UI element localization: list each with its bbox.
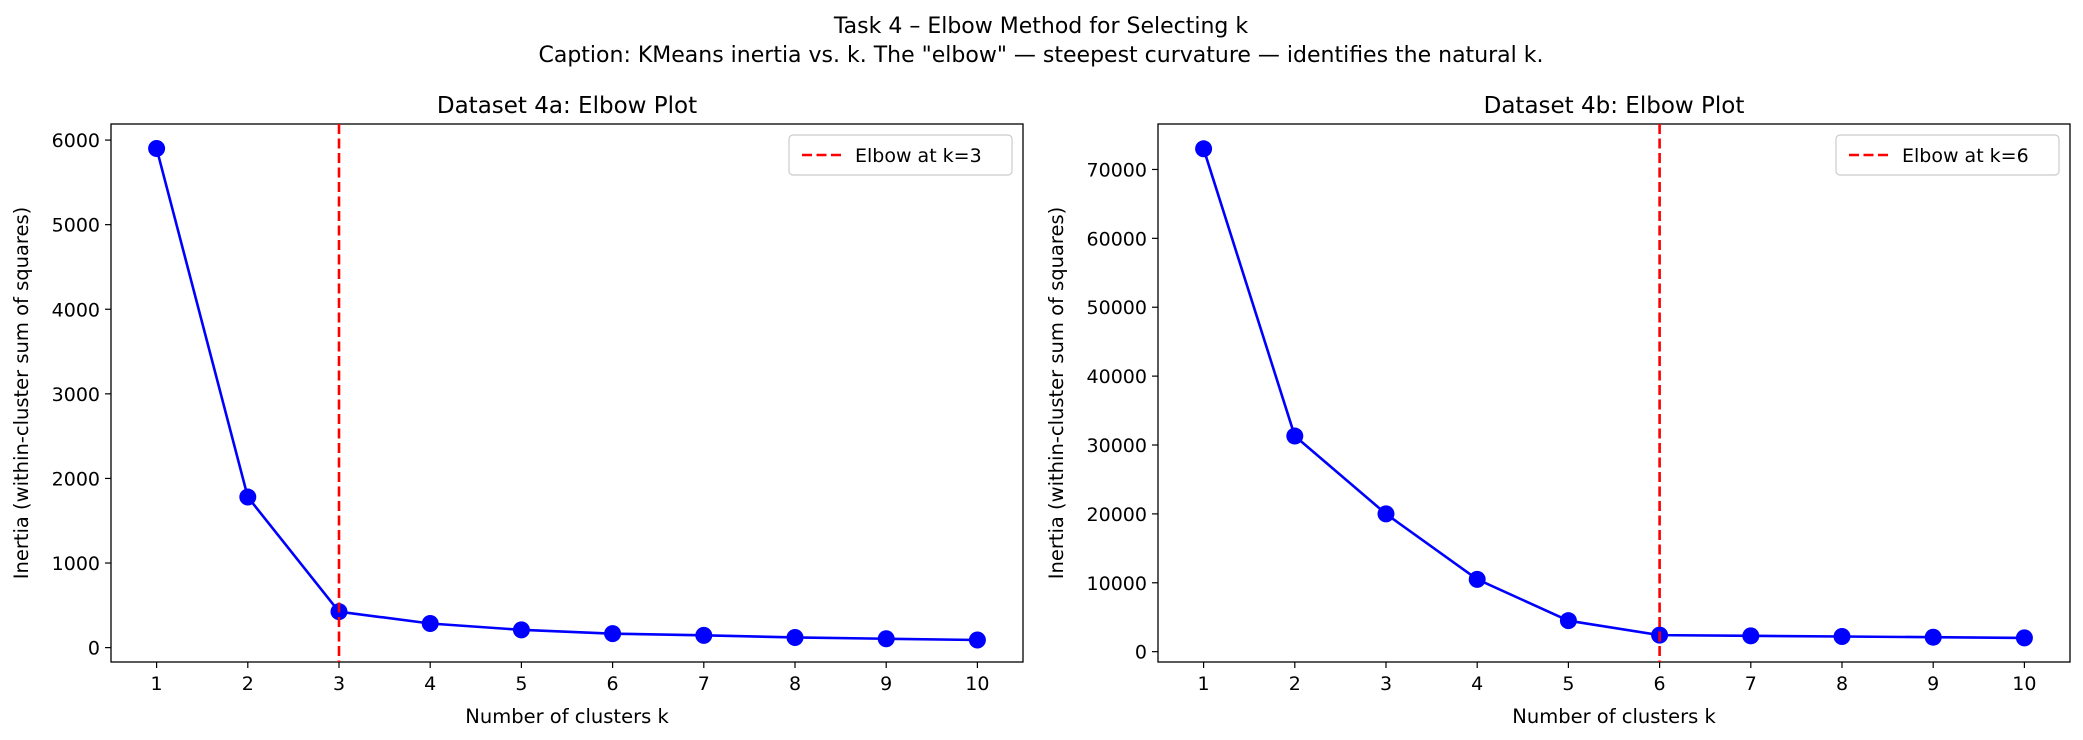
data-point — [1468, 570, 1486, 588]
legend-label: Elbow at k=3 — [855, 145, 982, 167]
x-tick-label: 7 — [698, 673, 710, 695]
y-tick-label: 2000 — [52, 468, 100, 490]
data-point — [695, 626, 713, 644]
data-point — [421, 615, 439, 633]
y-tick-label: 40000 — [1087, 366, 1147, 388]
data-point — [1195, 140, 1213, 158]
x-tick-label: 5 — [515, 673, 527, 695]
data-point — [1742, 627, 1760, 645]
x-tick-label: 2 — [242, 673, 254, 695]
x-tick-label: 4 — [424, 673, 436, 695]
data-point — [877, 630, 895, 648]
legend-box — [788, 134, 1013, 176]
y-tick-label: 50000 — [1087, 297, 1147, 319]
data-point — [1286, 427, 1304, 445]
y-tick-label: 0 — [1135, 642, 1147, 664]
data-point — [2015, 629, 2033, 647]
panel-title: Dataset 4b: Elbow Plot — [1484, 93, 1745, 119]
y-tick-label: 20000 — [1087, 504, 1147, 526]
data-point — [604, 625, 622, 643]
y-tick-label: 1000 — [52, 553, 100, 575]
data-point — [786, 628, 804, 646]
data-point — [1833, 628, 1851, 646]
y-tick-label: 5000 — [52, 215, 100, 237]
x-tick-label: 6 — [1654, 673, 1666, 695]
x-tick-label: 6 — [607, 673, 619, 695]
x-tick-label: 10 — [965, 673, 989, 695]
x-tick-label: 3 — [333, 673, 345, 695]
y-tick-label: 6000 — [52, 130, 100, 152]
x-axis-label: Number of clusters k — [1512, 705, 1716, 728]
data-point — [1377, 505, 1395, 523]
x-tick-label: 8 — [1836, 673, 1848, 695]
y-tick-label: 10000 — [1087, 573, 1147, 595]
chart-panel-4a: Dataset 4a: Elbow Plot 1 2 3 4 5 6 7 8 9 10 0 1000 20… — [10, 93, 1024, 728]
x-tick-label: 1 — [1198, 673, 1210, 695]
x-tick-label: 3 — [1380, 673, 1392, 695]
y-tick-label: 3000 — [52, 384, 100, 406]
figure-caption: Caption: KMeans inertia vs. k. The "elbo… — [539, 43, 1544, 68]
axes-frame — [110, 123, 1024, 663]
axes-frame — [1157, 123, 2071, 663]
y-axis-label: Inertia (within-cluster sum of squares) — [10, 207, 33, 580]
chart-panel-4b: Dataset 4b: Elbow Plot 1 2 3 4 5 6 7 8 9 10 0 10000 2… — [1045, 93, 2071, 728]
x-tick-label: 1 — [151, 673, 163, 695]
x-tick-label: 4 — [1471, 673, 1483, 695]
panel-title: Dataset 4a: Elbow Plot — [437, 93, 697, 119]
data-point — [148, 140, 166, 158]
x-tick-label: 2 — [1289, 673, 1301, 695]
series-line — [1202, 148, 2025, 640]
legend-box — [1835, 134, 2060, 176]
data-point — [1559, 612, 1577, 630]
series-line — [155, 148, 978, 642]
data-point — [239, 488, 257, 506]
y-tick-label: 60000 — [1087, 228, 1147, 250]
legend-label: Elbow at k=6 — [1902, 145, 2029, 167]
x-tick-label: 10 — [2012, 673, 2036, 695]
y-axis-label: Inertia (within-cluster sum of squares) — [1045, 207, 1068, 580]
x-tick-label: 9 — [880, 673, 892, 695]
x-tick-label: 7 — [1745, 673, 1757, 695]
data-point — [512, 621, 530, 639]
y-tick-label: 70000 — [1087, 159, 1147, 181]
figure-title: Task 4 – Elbow Method for Selecting k — [833, 14, 1249, 39]
y-tick-label: 30000 — [1087, 435, 1147, 457]
x-tick-label: 8 — [789, 673, 801, 695]
x-tick-label: 9 — [1927, 673, 1939, 695]
y-tick-label: 0 — [88, 638, 100, 660]
data-point — [1924, 628, 1942, 646]
y-tick-label: 4000 — [52, 299, 100, 321]
data-point — [968, 631, 986, 649]
x-tick-label: 5 — [1562, 673, 1574, 695]
x-axis-label: Number of clusters k — [465, 705, 669, 728]
